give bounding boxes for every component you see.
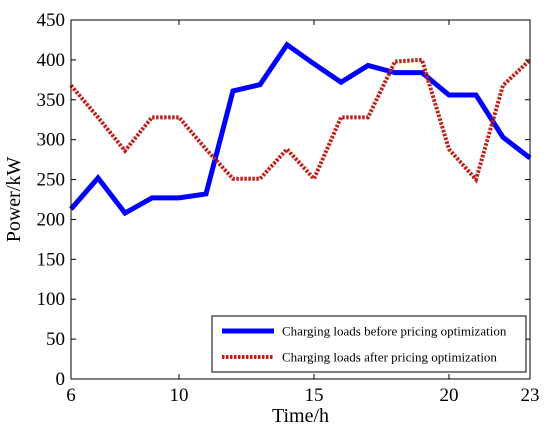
x-tick-label: 20 xyxy=(440,385,459,406)
y-tick-label: 150 xyxy=(37,249,66,270)
series-layer xyxy=(69,41,532,217)
y-tick-label: 350 xyxy=(37,90,66,111)
series-line-1 xyxy=(69,41,532,217)
y-tick-label: 300 xyxy=(37,130,66,151)
y-tick-label: 450 xyxy=(37,10,66,31)
y-tick-label: 0 xyxy=(56,369,66,390)
y-tick-label: 250 xyxy=(37,170,66,191)
x-tick-label: 23 xyxy=(521,385,540,406)
series-line-2 xyxy=(69,57,532,184)
axes-layer xyxy=(70,19,531,380)
y-axis-label: Power/kW xyxy=(3,157,25,243)
legend-label-1: Charging loads before pricing optimizati… xyxy=(282,324,507,339)
y-tick-label: 100 xyxy=(37,289,66,310)
x-tick-label: 6 xyxy=(66,385,76,406)
legend: Charging loads before pricing optimizati… xyxy=(211,315,527,373)
x-axis-label: Time/h xyxy=(272,405,329,427)
legend-label-2: Charging loads after pricing optimizatio… xyxy=(282,350,497,365)
y-tick-label: 400 xyxy=(37,50,66,71)
y-tick-label: 50 xyxy=(46,329,65,350)
x-tick-label: 10 xyxy=(170,385,189,406)
axes-frame xyxy=(70,19,531,380)
x-tick-label: 15 xyxy=(305,385,324,406)
y-tick-label: 200 xyxy=(37,209,66,230)
legend-box xyxy=(211,315,527,373)
ticks-layer: 6 10 15 20 23 0 50 100 150 200 250 300 350 400 450 xyxy=(37,10,540,406)
